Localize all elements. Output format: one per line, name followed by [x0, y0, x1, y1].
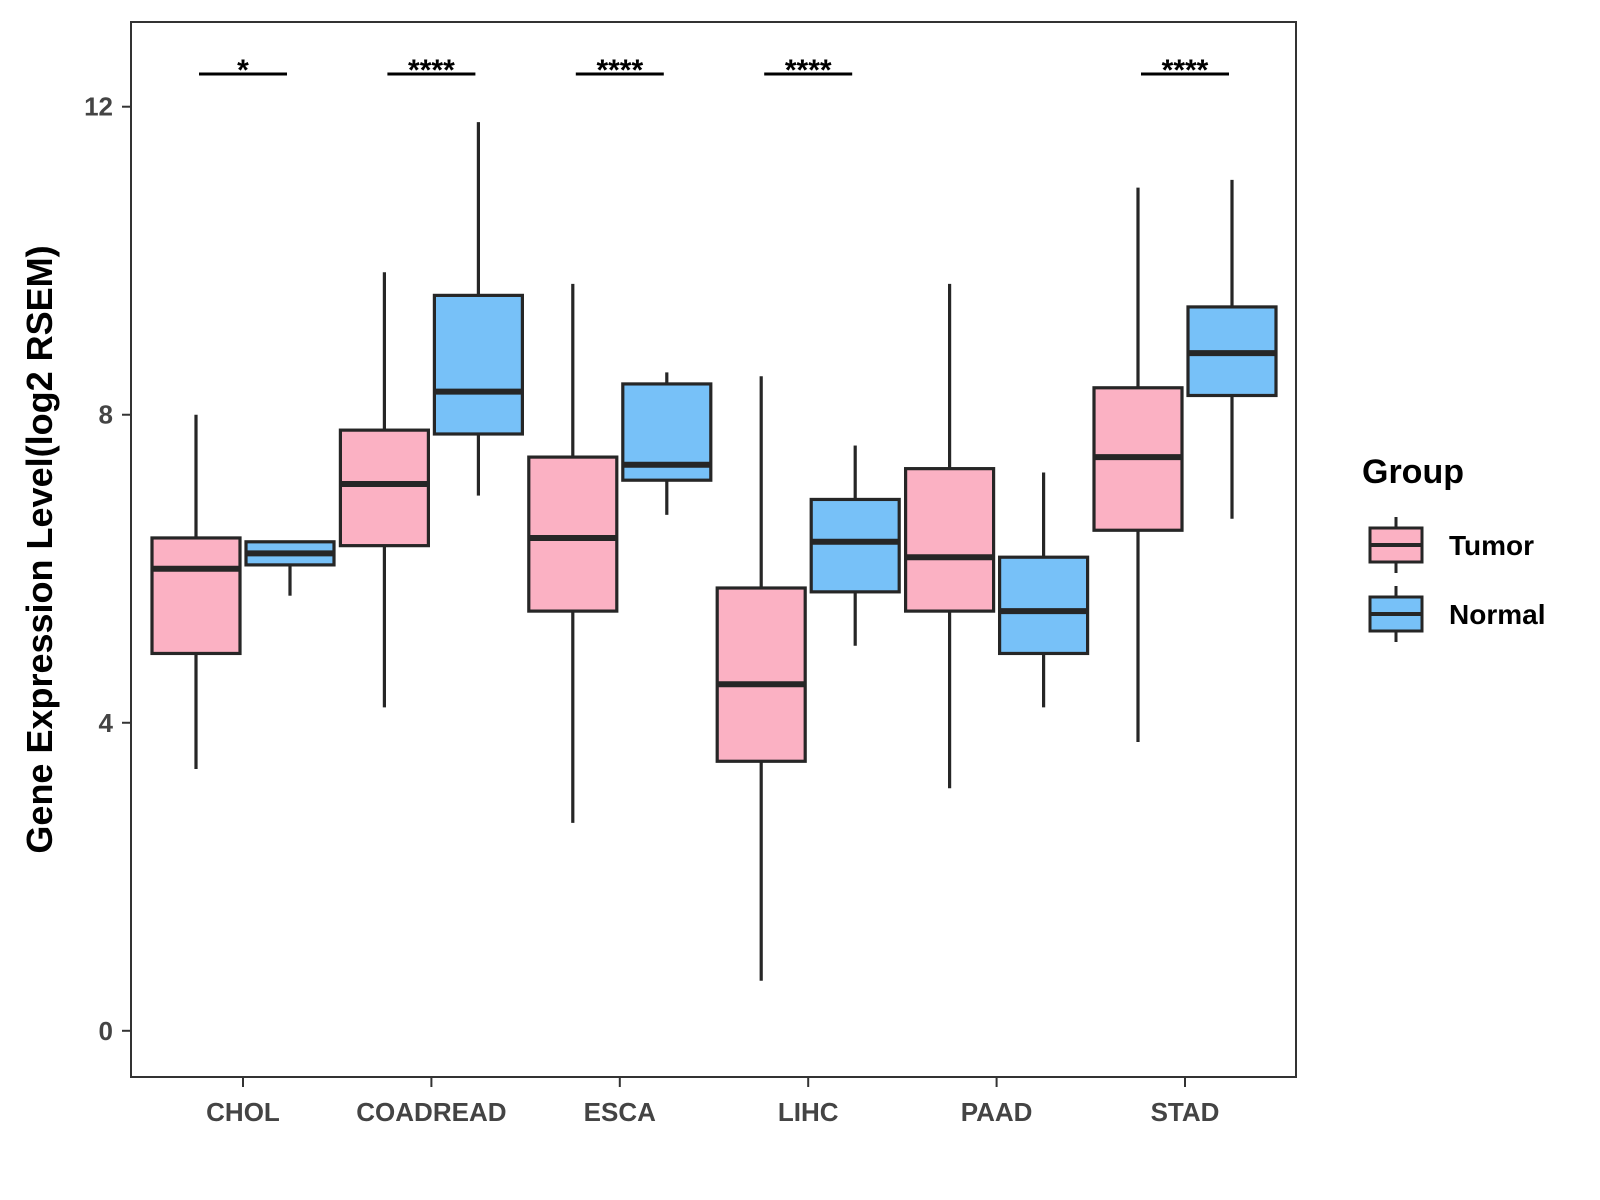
y-axis-title: Gene Expression Level(log2 RSEM) — [19, 245, 60, 853]
y-tick-label: 12 — [84, 92, 113, 122]
significance-label-chol: * — [237, 54, 249, 87]
significance-label-stad: **** — [1162, 54, 1209, 87]
legend-label-normal: Normal — [1449, 599, 1545, 630]
x-tick-label-esca: ESCA — [584, 1097, 656, 1127]
y-tick-label: 8 — [99, 400, 113, 430]
x-tick-label-coadread: COADREAD — [356, 1097, 506, 1127]
significance-label-coadread: **** — [408, 54, 455, 87]
legend-label-tumor: Tumor — [1449, 530, 1534, 561]
significance-label-lihc: **** — [785, 54, 832, 87]
box-tumor-paad — [903, 467, 996, 613]
box-tumor-lihc — [715, 586, 807, 763]
box-tumor-esca — [527, 455, 619, 613]
box-normal-lihc — [809, 497, 901, 594]
legend-title: Group — [1362, 453, 1464, 491]
plot-panel-border — [130, 21, 1297, 1078]
box-normal-paad — [997, 555, 1090, 656]
significance-label-esca: **** — [596, 54, 643, 87]
x-tick-label-paad: PAAD — [961, 1097, 1033, 1127]
y-tick-label: 4 — [99, 708, 114, 738]
x-tick-label-chol: CHOL — [206, 1097, 280, 1127]
box-tumor-chol — [150, 536, 242, 656]
box-normal-coadread — [432, 293, 524, 436]
y-tick-label: 0 — [99, 1016, 113, 1046]
box-tumor-coadread — [338, 428, 430, 548]
x-tick-label-stad: STAD — [1151, 1097, 1220, 1127]
x-tick-label-lihc: LIHC — [778, 1097, 839, 1127]
